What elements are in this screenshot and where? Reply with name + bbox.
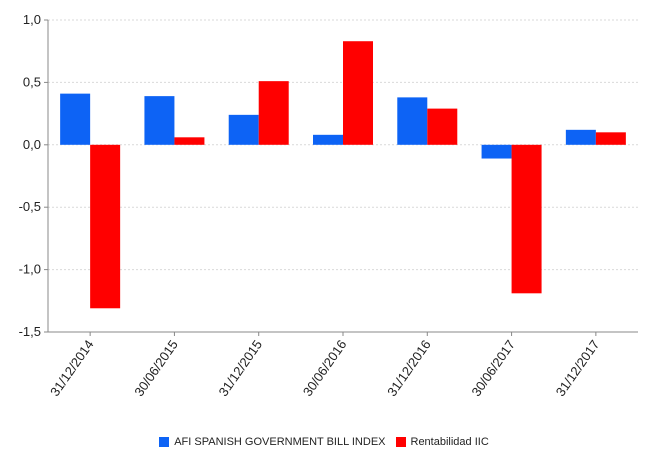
bar-series-1-4 bbox=[397, 97, 428, 145]
legend-label-series-2: Rentabilidad IIC bbox=[410, 436, 489, 448]
bar-chart: 1,0 0,5 0,0 -0,5 -1,0 -1,5 31/12/2014 30/06/20… bbox=[19, 12, 638, 399]
bar-series-1-0 bbox=[60, 93, 91, 145]
bar-series-1-5 bbox=[481, 144, 512, 159]
legend-swatch-series-2 bbox=[395, 437, 406, 447]
legend-swatch-series-1 bbox=[159, 437, 170, 447]
legend-item-series-1: AFI SPANISH GOVERNMENT BILL INDEX bbox=[159, 436, 386, 448]
legend-item-series-2: Rentabilidad IIC bbox=[395, 436, 489, 448]
bar-series-2-0 bbox=[90, 144, 121, 309]
bars bbox=[60, 41, 626, 309]
y-tick-label: 1,0 bbox=[23, 12, 41, 27]
x-tick-label: 31/12/2015 bbox=[216, 337, 266, 399]
bar-series-1-1 bbox=[144, 96, 175, 145]
x-tick-label: 31/12/2017 bbox=[553, 337, 603, 399]
y-tick-label: -0,5 bbox=[19, 199, 41, 214]
bar-series-2-3 bbox=[343, 41, 373, 145]
x-tick-label: 30/06/2015 bbox=[131, 337, 181, 399]
bar-series-2-4 bbox=[427, 108, 458, 145]
axes bbox=[44, 19, 638, 336]
bar-series-1-3 bbox=[313, 134, 343, 145]
y-tick-labels: 1,0 0,5 0,0 -0,5 -1,0 -1,5 bbox=[19, 12, 41, 339]
y-tick-label: -1,0 bbox=[19, 262, 41, 277]
bar-series-2-1 bbox=[174, 137, 205, 145]
x-tick-label: 30/06/2016 bbox=[300, 337, 350, 399]
bar-series-2-6 bbox=[595, 132, 626, 145]
x-tick-label: 31/12/2014 bbox=[47, 337, 97, 399]
x-tick-label: 30/06/2017 bbox=[468, 337, 518, 399]
bar-series-1-6 bbox=[565, 129, 596, 145]
x-tick-label: 31/12/2016 bbox=[384, 337, 434, 399]
x-tick-labels: 31/12/2014 30/06/2015 31/12/2015 30/06/2016… bbox=[47, 337, 602, 399]
bar-series-1-2 bbox=[228, 114, 259, 145]
y-tick-label: 0,0 bbox=[23, 137, 41, 152]
y-tick-label: 0,5 bbox=[23, 74, 41, 89]
legend: AFI SPANISH GOVERNMENT BILL INDEX Rentab… bbox=[0, 433, 648, 451]
y-tick-label: -1,5 bbox=[19, 324, 41, 339]
bar-series-2-2 bbox=[258, 81, 289, 145]
bar-series-2-5 bbox=[511, 144, 542, 294]
legend-label-series-1: AFI SPANISH GOVERNMENT BILL INDEX bbox=[174, 436, 386, 448]
